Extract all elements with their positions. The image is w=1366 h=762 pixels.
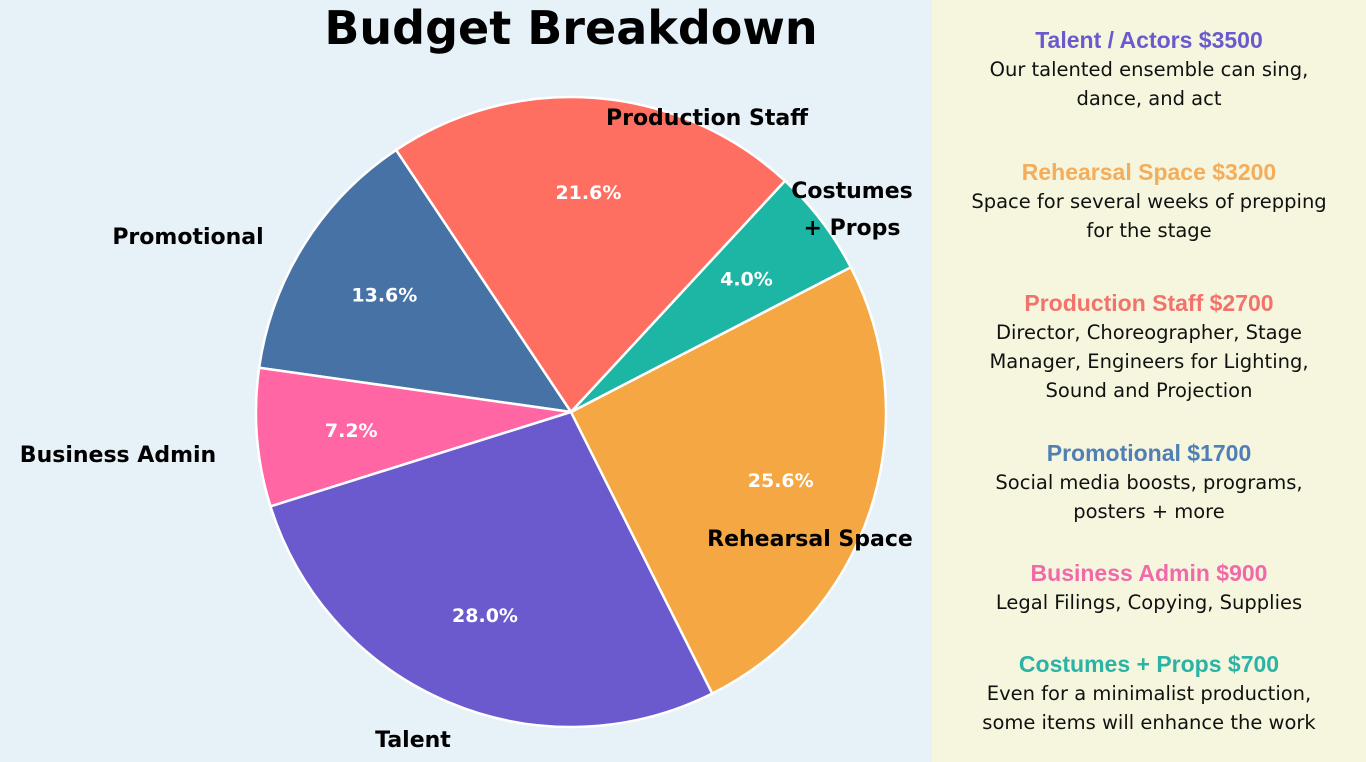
slice-label-business-admin: Business Admin: [20, 443, 216, 468]
budget-item-title: Costumes + Props $700: [1018, 651, 1280, 677]
slice-label-rehearsal-space: Rehearsal Space: [707, 527, 913, 552]
pct-label-rehearsal-space: 25.6%: [748, 470, 814, 492]
budget-item-title: Talent / Actors $3500: [1035, 27, 1263, 53]
budget-item-description: Sound and Projection: [1045, 379, 1253, 402]
pie-slice-rehearsal-space: [569, 265, 888, 696]
budget-item-description: Legal Filings, Copying, Supplies: [995, 591, 1303, 614]
budget-item-promotional: Promotional $1700 Social media boosts, pr…: [932, 439, 1366, 526]
pie-chart: Budget Breakdown 21.6% 13.6% 7.2% 28.0% 25.6…: [19, 1, 913, 753]
budget-item-description: Even for a minimalist production,: [986, 682, 1312, 705]
budget-item-description: Social media boosts, programs,: [995, 471, 1303, 494]
slice-label-costumes-props: + Props: [803, 216, 900, 241]
pie-slice-production-staff: [394, 95, 787, 415]
budget-item-talent-actors: Talent / Actors $3500 Our talented ensemb…: [932, 26, 1366, 113]
slice-label-talent: Talent: [375, 728, 451, 753]
pct-label-costumes-props: 4.0%: [720, 268, 773, 290]
budget-item-description: for the stage: [1086, 219, 1212, 242]
budget-item-description: some items will enhance the work: [982, 711, 1316, 734]
budget-item-production-staff: Production Staff $2700 Director, Choreogr…: [932, 289, 1366, 405]
budget-item-title: Rehearsal Space $3200: [1021, 159, 1277, 185]
budget-item-description: Space for several weeks of prepping: [971, 190, 1327, 213]
budget-item-rehearsal-space: Rehearsal Space $3200 Space for several w…: [932, 158, 1366, 245]
pct-label-talent: 28.0%: [452, 605, 518, 627]
budget-item-description: Director, Choreographer, Stage: [996, 321, 1302, 344]
budget-item-description: dance, and act: [1076, 87, 1222, 110]
pie-slice-costumes-props: [570, 179, 853, 414]
budget-item-title: Production Staff $2700: [1024, 290, 1274, 316]
budget-item-business-admin: Business Admin $900 Legal Filings, Copyin…: [932, 559, 1366, 617]
budget-item-description: posters + more: [1073, 500, 1225, 523]
pie-slice-talent: [268, 410, 714, 729]
budget-item-description: Our talented ensemble can sing,: [989, 58, 1309, 81]
pie-slice-business-admin: [254, 366, 572, 508]
budget-item-title: Promotional $1700: [1046, 440, 1252, 466]
slice-label-production-staff: Production Staff: [606, 106, 809, 131]
pct-label-promotional: 13.6%: [351, 285, 417, 307]
pct-label-business-admin: 7.2%: [325, 420, 378, 442]
budget-description-panel: Talent / Actors $3500 Our talented ensemb…: [932, 0, 1366, 762]
budget-item-costumes-props: Costumes + Props $700 Even for a minimali…: [932, 650, 1366, 737]
pie-slice-promotional: [257, 148, 574, 414]
pct-label-production-staff: 21.6%: [555, 182, 621, 204]
chart-title: Budget Breakdown: [324, 1, 817, 55]
slice-label-promotional: Promotional: [112, 225, 263, 250]
budget-item-description: Manager, Engineers for Lighting,: [989, 350, 1309, 373]
slice-label-costumes-props: Costumes: [791, 179, 912, 204]
budget-item-title: Business Admin $900: [1030, 560, 1268, 586]
